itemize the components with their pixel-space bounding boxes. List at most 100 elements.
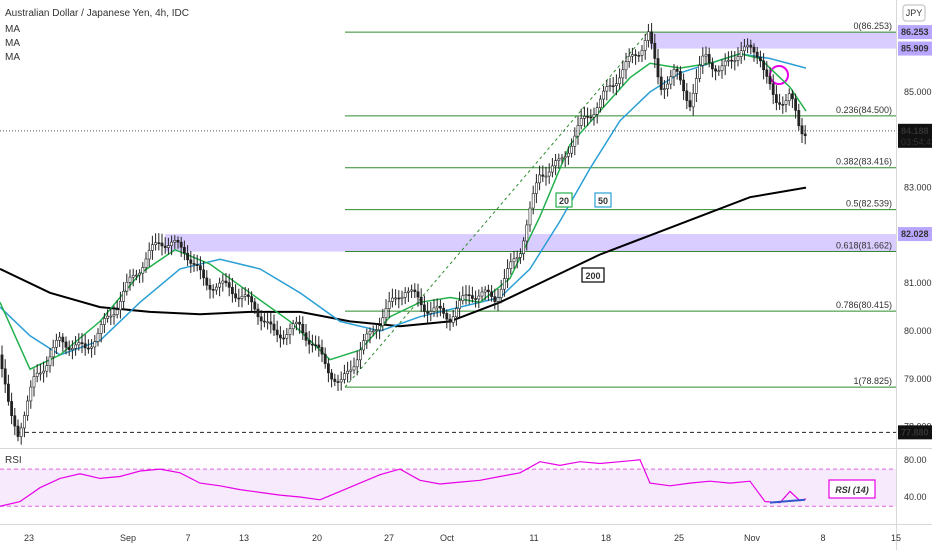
candle: [794, 93, 798, 119]
candle: [682, 73, 686, 100]
candle-body: [362, 340, 366, 351]
candle: [646, 23, 650, 48]
candle-body: [71, 348, 74, 351]
candle: [442, 302, 446, 319]
candle-body: [304, 332, 308, 341]
candle: [58, 331, 62, 347]
candle-body: [554, 160, 558, 167]
candle-body: [378, 325, 382, 331]
main-panel[interactable]: [0, 0, 896, 448]
candle: [563, 151, 567, 168]
candle: [451, 310, 455, 327]
candle: [342, 364, 346, 384]
candle-body: [486, 289, 490, 293]
candle-body: [374, 329, 378, 332]
candle: [669, 69, 673, 90]
candle: [317, 336, 321, 357]
candle-body: [358, 349, 362, 361]
price-tick: 79.000: [904, 374, 932, 384]
candle-body: [659, 76, 663, 90]
candle: [608, 77, 612, 92]
candle-body: [467, 294, 471, 296]
candle: [138, 269, 142, 284]
candle-body: [54, 340, 58, 348]
ma-label-1[interactable]: MA: [5, 24, 20, 35]
candle: [586, 107, 590, 126]
candle-body: [317, 344, 321, 348]
candle-body: [186, 252, 190, 261]
candle-body: [202, 269, 206, 279]
candle: [406, 287, 410, 302]
candle-body: [736, 56, 740, 61]
ma-label-3[interactable]: MA: [5, 52, 20, 63]
price-axis[interactable]: 85.00084.00083.00082.00081.00080.00079.0…: [898, 25, 932, 440]
candle-body: [218, 282, 222, 288]
candle: [445, 309, 449, 329]
price-tick: 80.000: [904, 326, 932, 336]
candle: [502, 269, 506, 297]
candle: [774, 85, 778, 111]
candle-body: [778, 102, 782, 105]
candle-body: [112, 314, 116, 317]
candle-body: [592, 114, 596, 118]
candle-body: [183, 247, 186, 254]
currency-badge-box[interactable]: [902, 4, 926, 22]
candle: [723, 53, 727, 76]
time-tick: 7: [185, 533, 190, 543]
candle: [330, 369, 334, 388]
candle: [154, 233, 158, 251]
candle-body: [570, 145, 574, 154]
candle: [672, 64, 676, 86]
currency-badge[interactable]: JPY: [906, 8, 923, 18]
candle-body: [493, 296, 497, 302]
candle-body: [803, 133, 807, 137]
candle-body: [13, 415, 17, 427]
candle: [618, 68, 622, 90]
rsi-label: RSI: [5, 455, 22, 466]
candle: [454, 300, 458, 326]
candle: [183, 240, 186, 261]
candle: [227, 273, 231, 297]
candle-body: [534, 182, 538, 194]
ma-label-2[interactable]: MA: [5, 38, 20, 49]
candle-body: [726, 59, 730, 62]
candle: [771, 74, 775, 105]
candle: [349, 360, 353, 381]
candle-body: [579, 117, 583, 126]
candle: [390, 288, 394, 308]
candle: [314, 335, 318, 351]
candle-body: [160, 242, 164, 247]
candle-body: [109, 315, 113, 318]
candle-body: [195, 264, 199, 266]
candle: [634, 49, 638, 65]
candle: [726, 51, 730, 67]
candle: [253, 298, 257, 315]
candle-body: [266, 321, 270, 324]
candle: [90, 339, 94, 358]
time-axis[interactable]: 23 Sep 7 13 20 27 Oct 11 18 25 Nov 8 15: [24, 533, 901, 543]
time-tick: Sep: [120, 533, 136, 543]
rsi-tick: 80.00: [904, 455, 927, 465]
rsi-annotation-box: [828, 479, 876, 499]
candle: [589, 109, 593, 122]
candle: [205, 270, 209, 291]
candle: [64, 336, 68, 355]
candle: [54, 333, 58, 355]
candle: [179, 236, 183, 257]
candle-body: [38, 372, 42, 375]
candle: [285, 327, 289, 346]
level-badge-text: 86.253: [901, 27, 929, 37]
candle: [29, 380, 33, 409]
candle-body: [733, 60, 737, 62]
candle-body: [167, 245, 170, 248]
candle-body: [666, 83, 670, 90]
candle-body: [154, 242, 158, 245]
candle: [32, 368, 36, 397]
candle: [691, 83, 695, 116]
candle-body: [621, 69, 625, 79]
candle-body: [550, 165, 554, 173]
candle-body: [557, 158, 561, 161]
current-price-badge[interactable]: [898, 123, 932, 148]
candle: [170, 235, 174, 256]
